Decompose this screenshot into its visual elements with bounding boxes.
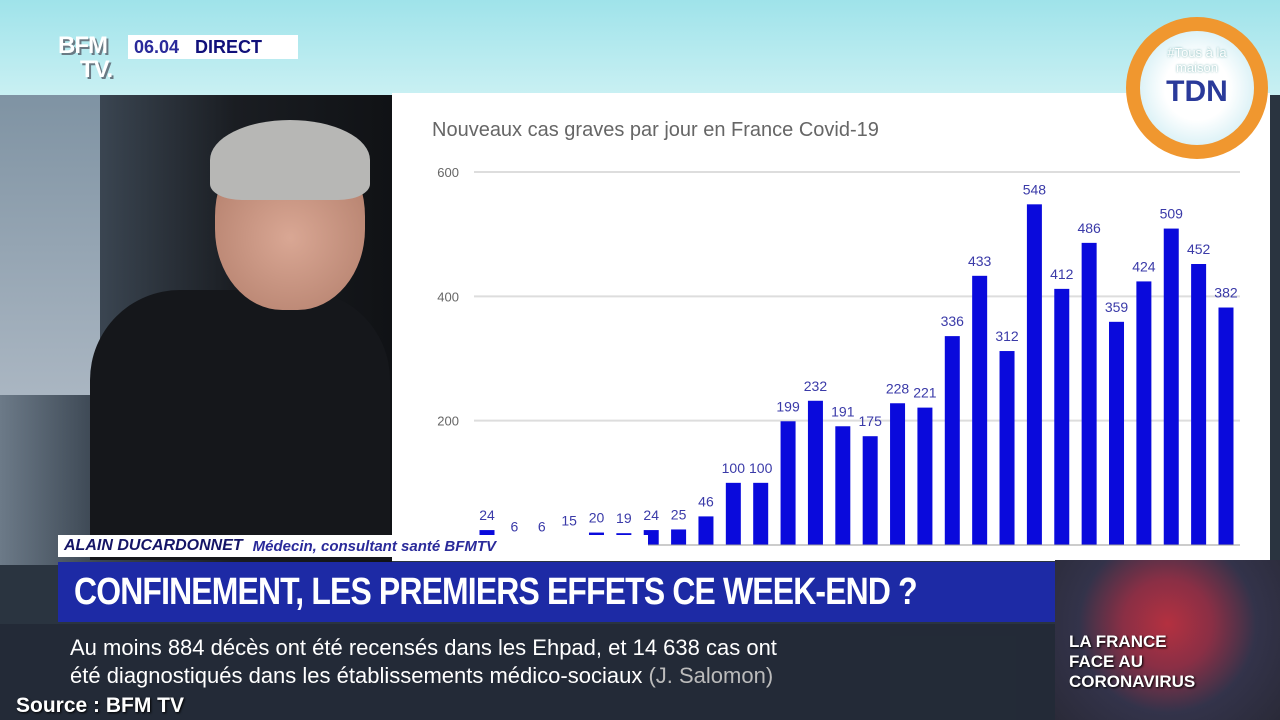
bar — [1163, 228, 1179, 546]
chart-panel: Nouveaux cas graves par jour en France C… — [392, 93, 1270, 561]
data-label: 433 — [968, 253, 992, 269]
y-tick-label: 200 — [437, 414, 459, 429]
bar — [1109, 321, 1125, 545]
data-label: 412 — [1050, 266, 1074, 282]
news-ticker: Au moins 884 décès ont été recensés dans… — [0, 624, 1055, 720]
source-caption: Source : BFM TV — [16, 694, 185, 717]
speaker-role: Médecin, consultant santé BFMTV — [252, 537, 497, 555]
data-label: 15 — [561, 513, 577, 529]
broadcast-time: 06.04 — [134, 36, 180, 57]
bar — [999, 351, 1015, 545]
bar — [972, 275, 988, 545]
speaker-hair — [210, 120, 370, 200]
bar — [1054, 288, 1070, 545]
ticker-attribution: (J. Salomon) — [648, 663, 774, 688]
program-label-line-2: FACE AU — [1069, 652, 1143, 671]
bar — [1136, 281, 1152, 545]
speaker-name: ALAIN DUCARDONNET — [64, 537, 243, 554]
bar — [698, 516, 714, 545]
data-label: 24 — [643, 507, 659, 523]
bar — [753, 482, 769, 545]
ticker-line-2-wrap: été diagnostiqués dans les établissement… — [70, 663, 773, 689]
tdn-logo-top: #Tous à la maison — [1167, 45, 1227, 75]
data-label: 19 — [616, 510, 632, 526]
ticker-line-2: été diagnostiqués dans les établissement… — [70, 663, 643, 688]
data-label: 6 — [538, 518, 546, 534]
tdn-logo: #Tous à la maison TDN — [1126, 17, 1268, 159]
bar — [917, 407, 933, 545]
bar — [1026, 204, 1042, 545]
bar — [835, 426, 851, 545]
bar — [725, 482, 741, 545]
data-label: 312 — [995, 328, 1019, 344]
data-label: 100 — [749, 460, 773, 476]
tdn-logo-main: TDN — [1166, 75, 1228, 108]
data-label: 228 — [886, 380, 910, 396]
data-label: 6 — [510, 518, 518, 534]
data-label: 221 — [913, 385, 937, 401]
speaker-body — [90, 290, 390, 560]
data-label: 20 — [589, 510, 605, 526]
studio-screen — [0, 95, 100, 395]
data-label: 191 — [831, 403, 855, 419]
data-label: 199 — [776, 398, 800, 414]
data-label: 25 — [671, 506, 687, 522]
bar — [1081, 242, 1097, 545]
y-tick-label: 600 — [437, 165, 459, 180]
data-label: 100 — [722, 460, 746, 476]
y-tick-label: 400 — [437, 289, 459, 304]
bar — [1191, 264, 1207, 545]
data-label: 452 — [1187, 241, 1211, 257]
data-label: 46 — [698, 493, 714, 509]
chart-title: Nouveaux cas graves par jour en France C… — [432, 119, 879, 141]
bar — [890, 403, 906, 545]
data-label: 359 — [1105, 299, 1129, 315]
bar — [944, 336, 960, 545]
speaker-name-strip: ALAIN DUCARDONNET Médecin, consultant sa… — [58, 535, 648, 557]
data-label: 486 — [1077, 220, 1101, 236]
bar — [780, 421, 796, 545]
coronavirus-program-box: LA FRANCE FACE AU CORONAVIRUS — [1055, 560, 1280, 720]
headline-banner: CONFINEMENT, LES PREMIERS EFFETS CE WEEK… — [58, 562, 1055, 622]
data-label: 24 — [479, 507, 495, 523]
bar — [1218, 307, 1234, 545]
program-label-line-1: LA FRANCE — [1069, 632, 1167, 651]
program-label-line-3: CORONAVIRUS — [1069, 672, 1196, 691]
headline-text: CONFINEMENT, LES PREMIERS EFFETS CE WEEK… — [74, 571, 918, 613]
data-label: 232 — [804, 378, 828, 394]
data-label: 382 — [1214, 285, 1238, 301]
data-label: 509 — [1160, 206, 1184, 222]
bar-chart: 200 400 600 24 6 6 15 20 19 24 25 46 100 100 199232191… — [437, 165, 1240, 546]
live-label: DIRECT — [195, 36, 263, 57]
program-label: LA FRANCE FACE AU CORONAVIRUS — [1069, 632, 1195, 692]
data-label: 336 — [941, 313, 965, 329]
bar — [807, 400, 823, 545]
live-indicator: 06.04 DIRECT — [128, 35, 298, 59]
data-label: 175 — [859, 413, 883, 429]
bar — [862, 436, 878, 545]
bar — [671, 529, 687, 545]
data-label: 424 — [1132, 258, 1156, 274]
bfmtv-logo: BFM TV. — [58, 32, 113, 83]
data-label: 548 — [1023, 181, 1047, 197]
ticker-line-1: Au moins 884 décès ont été recensés dans… — [70, 635, 777, 660]
